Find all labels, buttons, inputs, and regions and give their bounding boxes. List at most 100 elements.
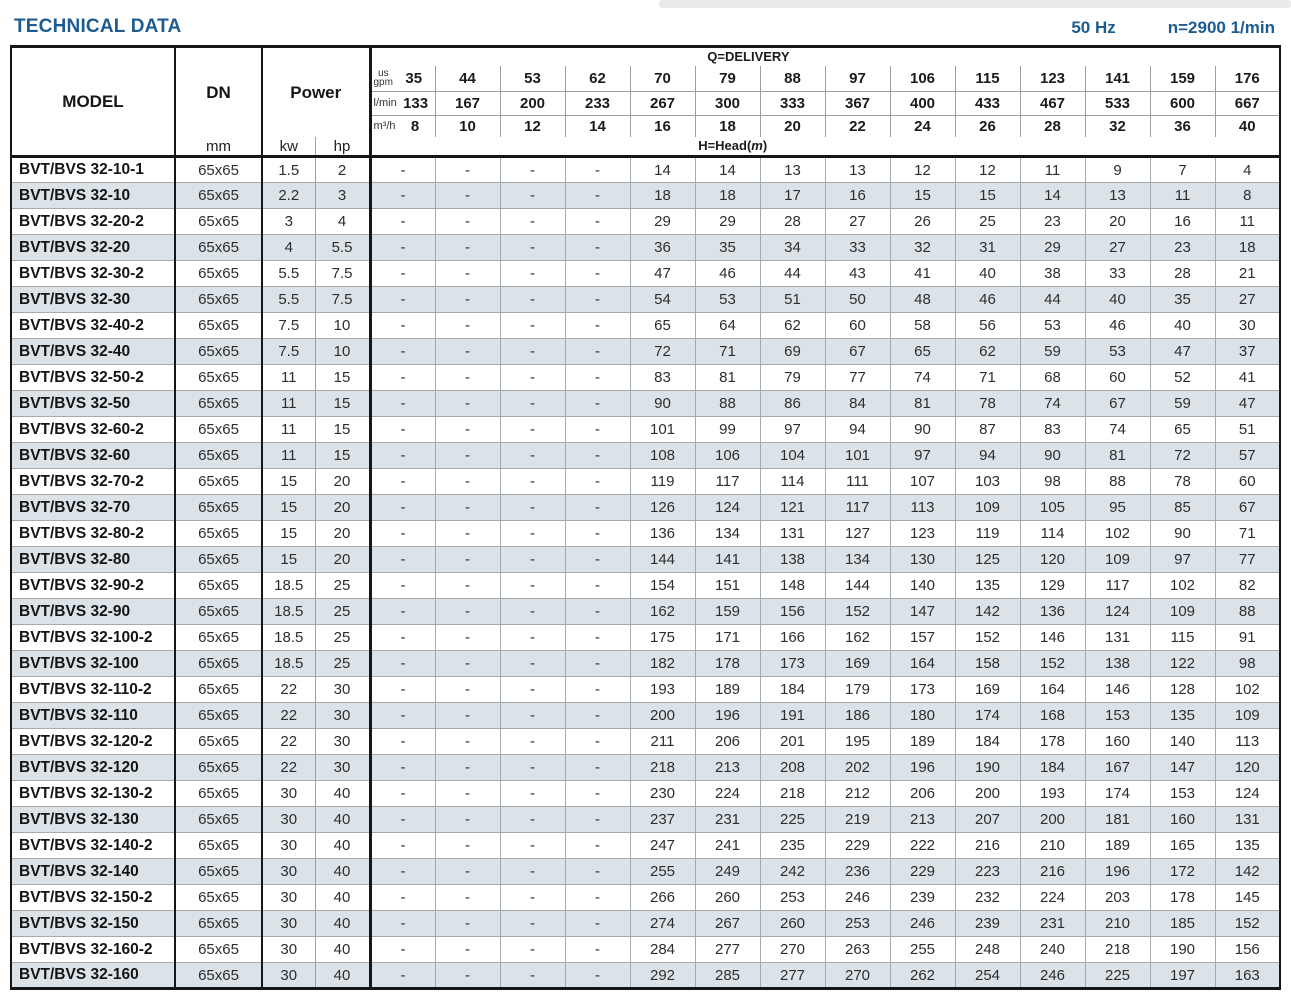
dn-cell: 65x65 (175, 520, 263, 547)
head-value-cell: 152 (1215, 910, 1280, 937)
head-value-cell: 128 (1150, 676, 1216, 703)
dn-cell: 65x65 (175, 598, 263, 625)
hp-cell: 15 (315, 416, 372, 443)
head-value-cell: 17 (760, 182, 826, 209)
head-value-cell: 174 (955, 702, 1021, 729)
dn-cell: 65x65 (175, 260, 263, 287)
head-value-cell: 237 (630, 806, 696, 833)
head-value-cell: 40 (1085, 286, 1151, 313)
table-row: BVT/BVS 32-120-2 65x65 22 30- - - -211 206 201 19… (11, 728, 1280, 755)
head-value-cell: 8 (1215, 182, 1280, 209)
head-value-cell: - (565, 364, 631, 391)
head-value-cell: 180 (890, 702, 956, 729)
head-value-cell: 203 (1085, 884, 1151, 911)
head-value-cell: 263 (825, 936, 891, 963)
dn-cell: 65x65 (175, 624, 263, 651)
head-value-cell: 28 (760, 208, 826, 235)
head-label-m: m (751, 138, 763, 153)
head-value-cell: 111 (825, 468, 891, 495)
head-value-cell: 74 (890, 364, 956, 391)
head-value-cell: - (435, 468, 501, 495)
dn-cell: 65x65 (175, 416, 263, 443)
head-value-cell: 179 (825, 676, 891, 703)
head-value-cell: 124 (695, 494, 761, 521)
head-value-cell: 60 (825, 312, 891, 339)
head-value-cell: - (500, 416, 566, 443)
head-value-cell: 125 (955, 546, 1021, 573)
head-value-cell: 97 (760, 416, 826, 443)
head-value-cell: 12 (955, 156, 1021, 183)
head-value-cell: 102 (1085, 520, 1151, 547)
head-value-cell: - (370, 650, 436, 677)
head-value-cell: 113 (1215, 728, 1280, 755)
head-value-cell: 173 (760, 650, 826, 677)
head-value-cell: - (435, 650, 501, 677)
head-value-cell: 181 (1085, 806, 1151, 833)
head-value-cell: - (435, 234, 501, 261)
head-value-cell: 270 (825, 962, 891, 989)
head-value-cell: 35 (695, 234, 761, 261)
head-value-cell: 191 (760, 702, 826, 729)
head-value-cell: 99 (695, 416, 761, 443)
dn-cell: 65x65 (175, 208, 263, 235)
q-header-lmin-value: 667 (1215, 91, 1280, 116)
head-value-cell: 186 (825, 702, 891, 729)
head-value-cell: 285 (695, 962, 761, 989)
head-value-cell: 164 (890, 650, 956, 677)
head-value-cell: 134 (695, 520, 761, 547)
head-value-cell: - (370, 962, 436, 989)
kw-cell: 22 (262, 702, 316, 729)
head-value-cell: 236 (825, 858, 891, 885)
kw-cell: 30 (262, 936, 316, 963)
hp-cell: 25 (315, 598, 372, 625)
head-value-cell: - (565, 156, 631, 183)
head-value-cell: 88 (695, 390, 761, 417)
hp-cell: 7.5 (315, 260, 372, 287)
table-row: BVT/BVS 32-140-2 65x65 30 40- - - -247 241 235 22… (11, 832, 1280, 859)
kw-cell: 11 (262, 390, 316, 417)
dn-cell: 65x65 (175, 286, 263, 313)
head-value-cell: 25 (955, 208, 1021, 235)
table-row: BVT/BVS 32-90-2 65x65 18.5 25- - - -154 151 148 1… (11, 572, 1280, 599)
q-header-usgpm-value: 88 (760, 66, 826, 92)
head-value-cell: 140 (890, 572, 956, 599)
head-value-cell: 90 (630, 390, 696, 417)
head-value-cell: 71 (695, 338, 761, 365)
head-value-cell: - (370, 728, 436, 755)
head-value-cell: - (565, 520, 631, 547)
head-value-cell: 126 (630, 494, 696, 521)
head-value-cell: 213 (890, 806, 956, 833)
header-row-delivery: MODEL DN Power Q=DELIVERY (11, 46, 1280, 157)
hp-cell: 20 (315, 520, 372, 547)
head-value-cell: - (370, 156, 436, 183)
head-value-cell: - (435, 832, 501, 859)
head-value-cell: 102 (1215, 676, 1280, 703)
head-value-cell: 103 (955, 468, 1021, 495)
delivery-section-header: Q=DELIVERY (370, 47, 1280, 67)
head-value-cell: - (435, 416, 501, 443)
head-value-cell: 210 (1085, 910, 1151, 937)
head-value-cell: - (500, 208, 566, 235)
model-cell: BVT/BVS 32-70 (11, 494, 176, 521)
head-value-cell: 78 (1150, 468, 1216, 495)
head-value-cell: - (435, 702, 501, 729)
head-value-cell: 146 (1020, 624, 1086, 651)
head-value-cell: - (500, 546, 566, 573)
head-value-cell: 83 (1020, 416, 1086, 443)
head-value-cell: - (370, 832, 436, 859)
head-value-cell: 270 (760, 936, 826, 963)
power-column-header: Power (262, 46, 372, 137)
dn-cell: 65x65 (175, 338, 263, 365)
head-value-cell: - (435, 572, 501, 599)
hp-cell: 25 (315, 624, 372, 651)
head-value-cell: - (565, 234, 631, 261)
head-value-cell: 65 (890, 338, 956, 365)
head-value-cell: 169 (825, 650, 891, 677)
head-value-cell: 184 (1020, 754, 1086, 781)
kw-cell: 7.5 (262, 312, 316, 339)
head-value-cell: 163 (1234, 966, 1260, 984)
hp-cell: 4 (315, 208, 372, 235)
q-header-m3h-value: 36 (1150, 115, 1216, 137)
technical-data-table: MODEL DN Power Q=DELIVERY us gpm 35 44 53 62 7… (10, 45, 1281, 990)
kw-cell: 11 (262, 416, 316, 443)
